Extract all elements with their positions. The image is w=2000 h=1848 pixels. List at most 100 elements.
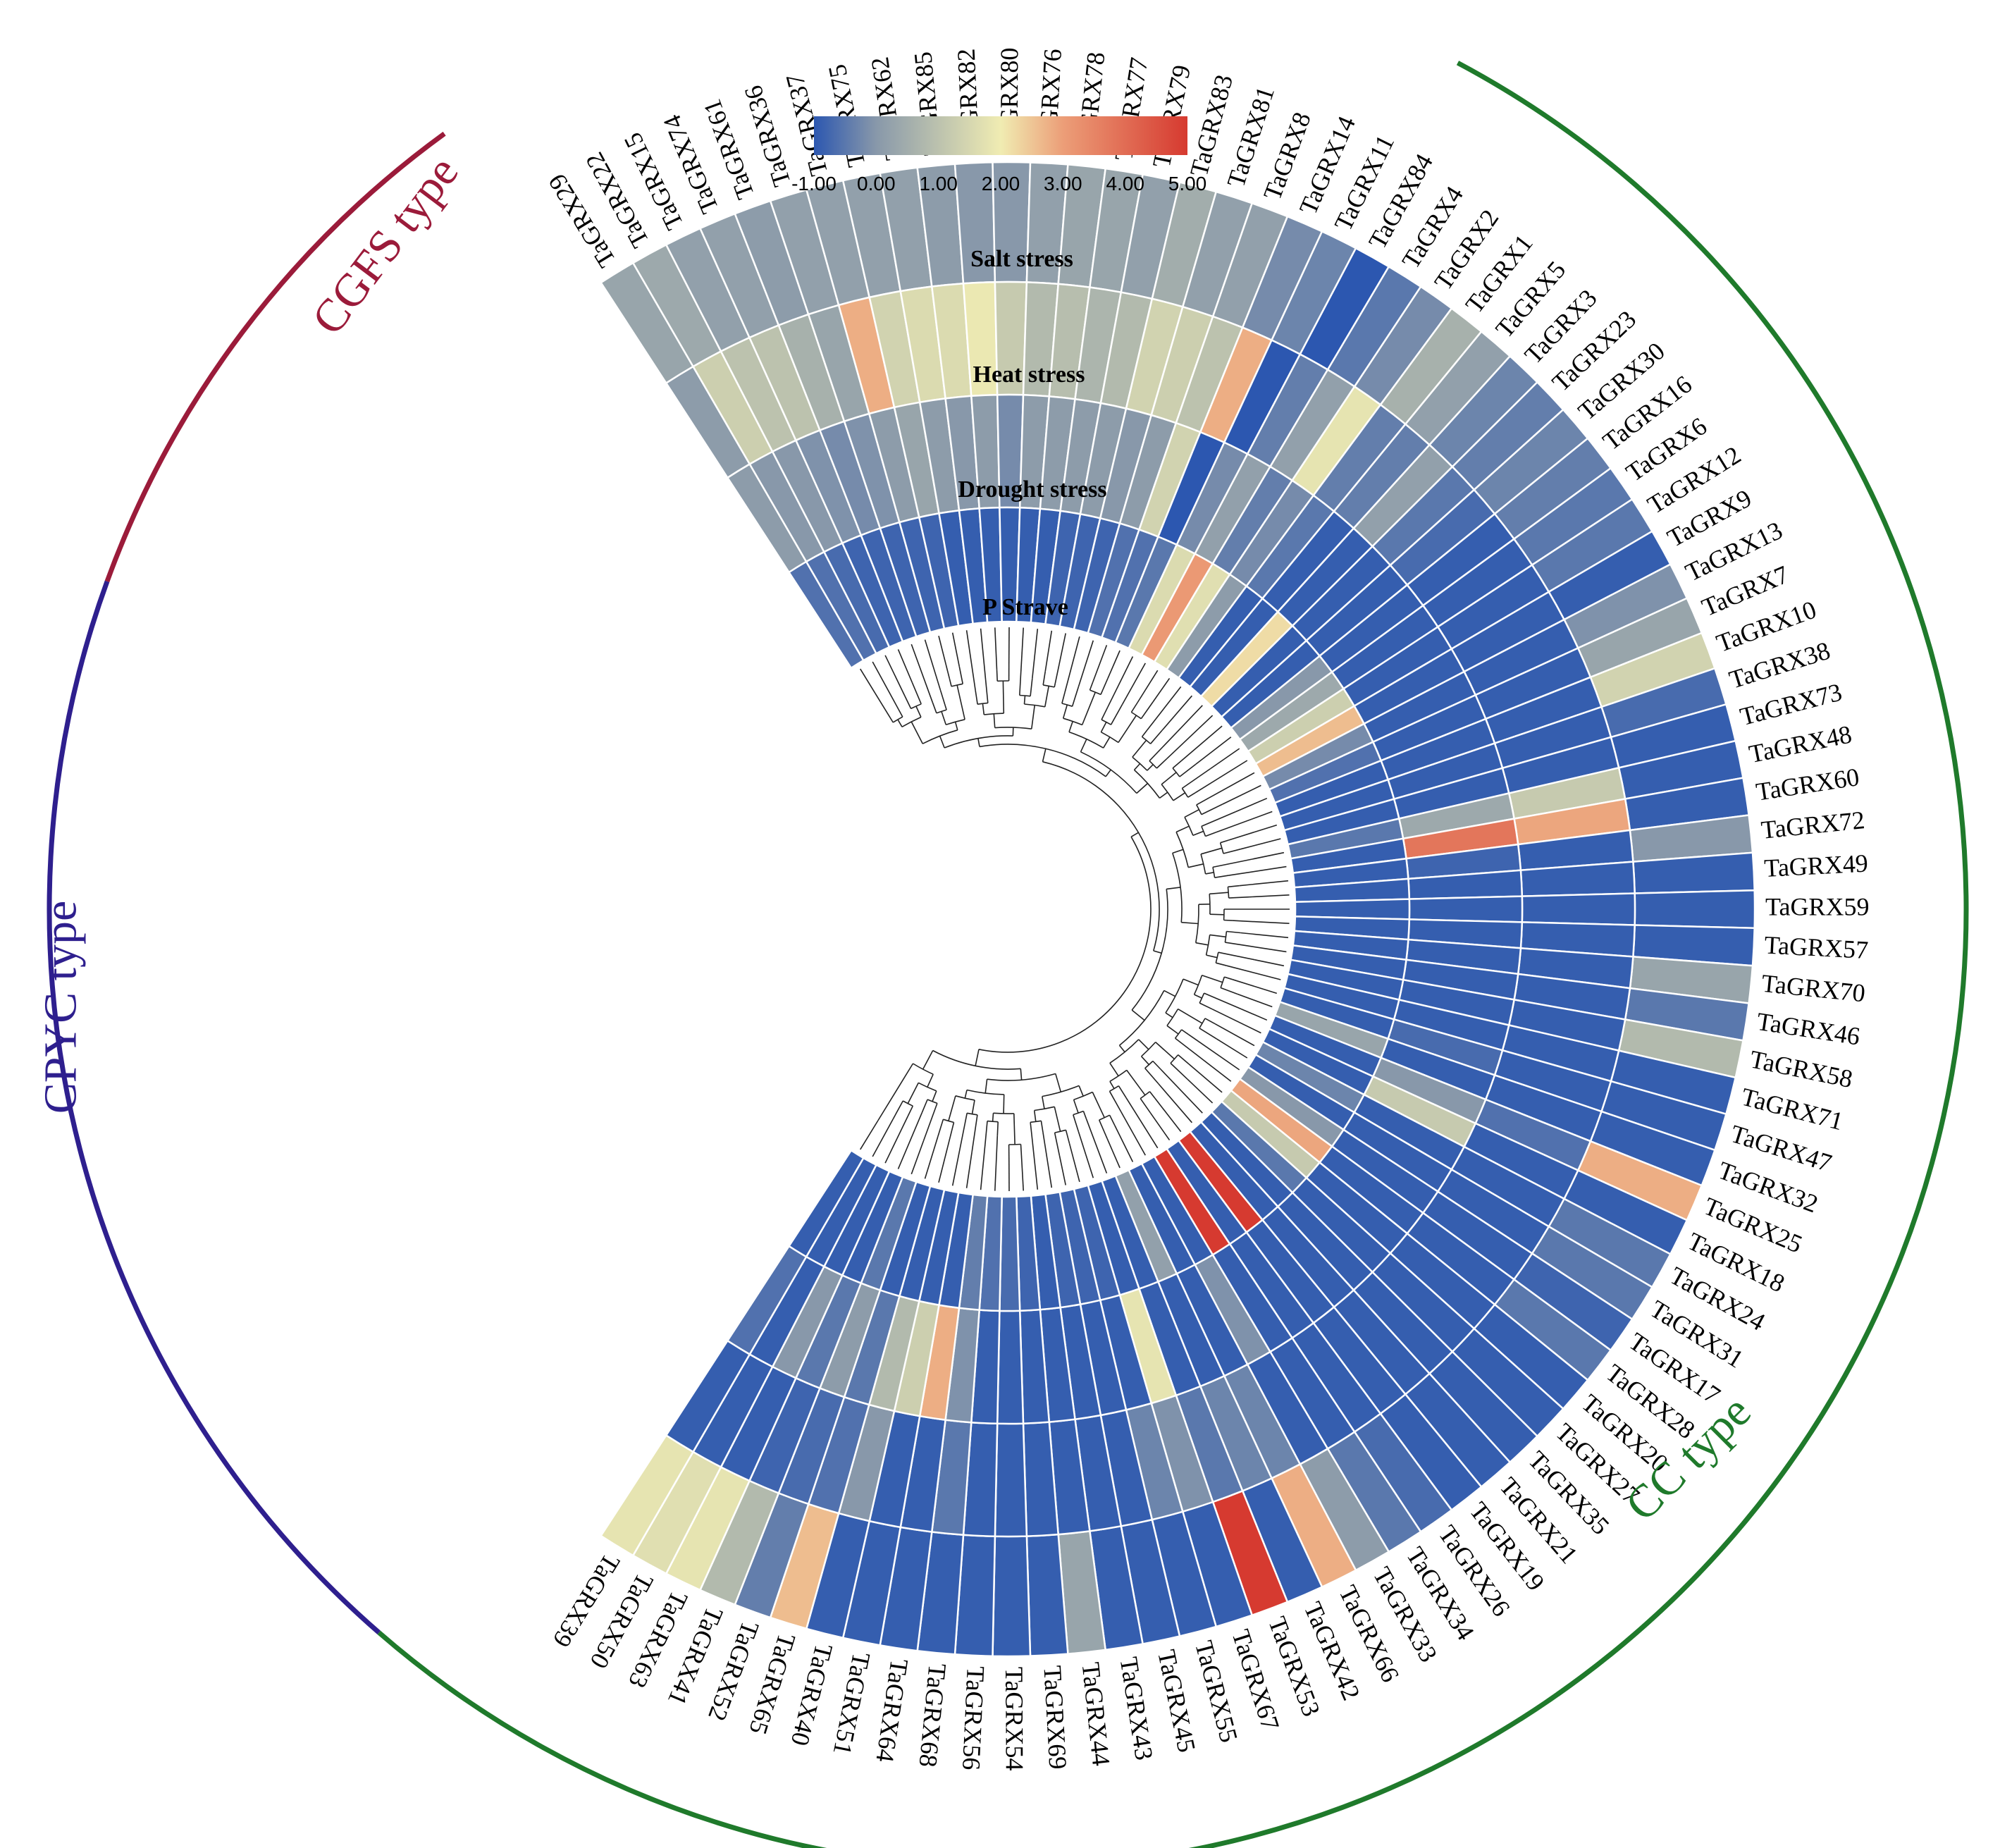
dendrogram-branch — [1085, 1119, 1108, 1174]
dendrogram-branch — [1216, 1038, 1248, 1059]
dendrogram-branch — [897, 649, 913, 683]
dendrogram-branch — [994, 1135, 999, 1191]
dendrogram-branch — [984, 1079, 988, 1094]
dendrogram-branch — [1109, 1039, 1140, 1064]
dendrogram-branch — [1101, 719, 1111, 725]
dendrogram-branch — [1166, 715, 1214, 759]
heatmap-cell — [1521, 892, 1636, 926]
dendrogram-branch — [918, 1082, 937, 1092]
dendrogram-branch — [1165, 1012, 1173, 1018]
dendrogram-branch — [1195, 737, 1232, 765]
dendrogram-branch — [1214, 1023, 1255, 1047]
dendrogram-branch — [1118, 715, 1137, 743]
dendrogram-branch — [1013, 1113, 1016, 1145]
dendrogram-branch — [921, 1099, 928, 1113]
dendrogram-branch — [1042, 761, 1160, 951]
dendrogram-branch — [1194, 994, 1202, 999]
dendrogram-branch — [911, 721, 924, 744]
dendrogram-branch — [1055, 1073, 1062, 1092]
dendrogram-branch — [941, 711, 947, 725]
dendrogram-branch — [1212, 858, 1252, 868]
dendrogram-branch — [938, 1130, 953, 1183]
gene-label: TaGRX44 — [1077, 1661, 1116, 1767]
dendrogram-branch — [1141, 1042, 1156, 1057]
dendrogram-branch — [996, 1121, 999, 1136]
dendrogram-branch — [1081, 691, 1097, 725]
gene-label: TaGRX49 — [1763, 849, 1868, 882]
dendrogram-branch — [1239, 880, 1289, 887]
dendrogram-branch — [1100, 722, 1107, 733]
dendrogram-branch — [1210, 748, 1240, 770]
dendrogram-branch — [1152, 1060, 1161, 1070]
dendrogram-branch — [1228, 885, 1240, 888]
gene-label: TaGRX45 — [1152, 1647, 1201, 1755]
gene-label: TaGRX54 — [1000, 1667, 1029, 1771]
dendrogram-branch — [1141, 1056, 1149, 1066]
dendrogram-branch — [1054, 1107, 1061, 1132]
dendrogram-branch — [1110, 704, 1123, 725]
dendrogram-branch — [1220, 976, 1226, 988]
dendrogram-branch — [1216, 962, 1227, 966]
dendrogram-branch — [1226, 930, 1241, 934]
dendrogram-branch — [1176, 705, 1203, 732]
dendrogram-branch — [904, 696, 912, 709]
colorbar-tick-label: 5.00 — [1168, 173, 1207, 195]
dendrogram-branch — [975, 690, 978, 705]
dendrogram-branch — [982, 703, 985, 715]
dendrogram-branch — [1166, 1025, 1179, 1035]
dendrogram-branch — [1206, 954, 1218, 959]
dendrogram-branch — [1161, 772, 1177, 785]
dendrogram-branch — [874, 692, 894, 723]
dendrogram-branch — [964, 1090, 968, 1099]
dendrogram-branch — [1068, 1143, 1080, 1183]
colorbar: -1.00 0.00 1.00 2.00 3.00 4.00 5.00 — [791, 116, 1206, 195]
dendrogram-branch — [1178, 1054, 1190, 1065]
dendrogram-branch — [877, 1063, 914, 1121]
group-arcs — [47, 61, 1969, 1848]
dendrogram-branch — [984, 679, 989, 703]
dendrogram-branch — [975, 1049, 980, 1066]
dendrogram-branch — [1240, 1008, 1268, 1021]
dendrogram-branch — [1068, 731, 1104, 749]
dendrogram-branch — [1149, 1112, 1171, 1141]
dendrogram-branch — [892, 716, 903, 723]
dendrogram-branch — [1155, 1042, 1175, 1060]
dendrogram-branch — [965, 630, 976, 691]
dendrogram-branch — [1132, 739, 1147, 758]
dendrogram-branch — [1152, 677, 1171, 703]
dendrogram-branch — [1228, 896, 1249, 899]
dendrogram-branch — [1247, 945, 1287, 953]
dendrogram-branch — [1064, 636, 1080, 693]
dendrogram-branch — [1105, 769, 1111, 777]
dendrogram-branch — [1158, 1083, 1193, 1123]
dendrogram-branch — [1032, 1142, 1039, 1190]
dendrogram-branch — [1192, 830, 1204, 837]
heatmap-cell — [1634, 889, 1756, 930]
dendrogram-branch — [897, 1112, 923, 1169]
dendrogram-branch — [939, 735, 945, 749]
heatmap-cell — [994, 1422, 1028, 1538]
dendrogram-branch — [1078, 1131, 1094, 1178]
dendrogram-branch — [1100, 678, 1109, 695]
dendrogram-branch — [1121, 663, 1146, 705]
dendrogram-branch — [1175, 1037, 1190, 1050]
dendrogram-branch — [1204, 992, 1242, 1010]
gene-label: TaGRX43 — [1114, 1655, 1158, 1762]
dendrogram-branch — [1181, 768, 1211, 789]
dendrogram-branch — [1058, 633, 1066, 665]
gene-label: TaGRX58 — [1748, 1045, 1855, 1093]
dendrogram-branch — [901, 716, 922, 727]
dendrogram-branch — [939, 690, 947, 710]
dendrogram-branch — [1042, 1085, 1080, 1097]
dendrogram-branch — [1204, 1018, 1216, 1025]
dendrogram-branch — [977, 738, 980, 747]
dendrogram-branch — [993, 1112, 1014, 1114]
dendrogram-branch — [1209, 913, 1224, 916]
dendrogram-branch — [1141, 729, 1148, 737]
dendrogram-branch — [1208, 772, 1255, 799]
dendrogram-branch — [1224, 976, 1233, 980]
dendrogram-branch — [1109, 1062, 1119, 1077]
ring-label-p-strave: P Strave — [982, 594, 1068, 620]
dendrogram-branch — [922, 1103, 938, 1142]
dendrogram-branch — [1199, 992, 1205, 1004]
